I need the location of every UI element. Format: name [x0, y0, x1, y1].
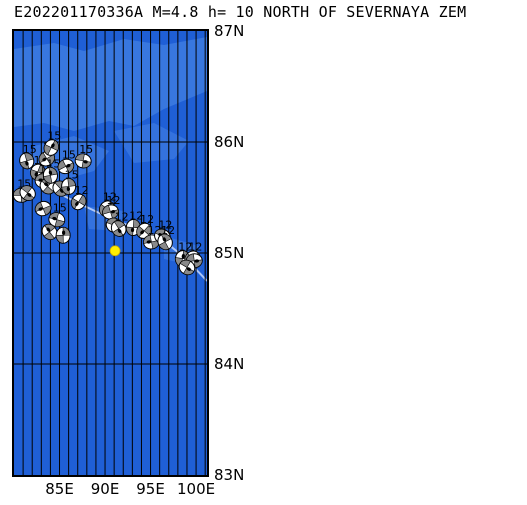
focal-mechanism[interactable]	[61, 177, 77, 195]
latitude-label: 85N	[214, 244, 245, 262]
mechanism-label: 12	[103, 191, 117, 204]
longitude-label: 90E	[90, 480, 120, 498]
latitude-label: 84N	[214, 355, 245, 373]
mechanism-label: 15	[46, 157, 60, 170]
focal-mechanism[interactable]	[42, 166, 59, 184]
map-panel[interactable]: 1515151515151515151515121512121212121212…	[12, 29, 209, 477]
epicenter-marker[interactable]	[109, 245, 121, 257]
focal-mechanism[interactable]	[108, 218, 128, 239]
focal-mechanism[interactable]	[69, 191, 89, 212]
mechanism-label: 15	[53, 202, 67, 215]
focal-mechanism[interactable]	[101, 203, 120, 221]
focal-mechanism[interactable]	[47, 211, 66, 229]
mechanism-label: 12	[75, 184, 89, 197]
land-shape	[14, 37, 207, 131]
mechanism-label: 12	[161, 224, 175, 237]
mechanism-label: 15	[65, 168, 79, 181]
mechanism-label: 12	[129, 209, 143, 222]
latitude-label: 87N	[214, 22, 245, 40]
mechanism-label: 12	[140, 213, 154, 226]
longitude-label: 85E	[45, 480, 74, 498]
mechanism-label: 12	[107, 194, 121, 207]
focal-mechanism[interactable]	[74, 153, 92, 170]
epicenter-layer	[109, 245, 121, 257]
focal-mechanism[interactable]	[39, 221, 60, 242]
focal-mechanisms: 1515151515151515151515121512121212121212…	[14, 130, 203, 277]
focal-mechanism[interactable]	[42, 137, 62, 158]
latitude-label: 86N	[214, 133, 245, 151]
mechanism-label: 12	[158, 218, 172, 231]
focal-mechanism[interactable]	[55, 226, 71, 244]
focal-mechanism[interactable]	[56, 157, 77, 177]
mechanism-label: 12	[178, 241, 192, 254]
map-canvas[interactable]: 1515151515151515151515121512121212121212…	[14, 31, 207, 475]
mechanism-label: 15	[62, 148, 76, 161]
longitude-label: 100E	[177, 480, 216, 498]
mechanism-label: 12	[188, 241, 202, 254]
mechanism-label: 15	[47, 130, 61, 143]
focal-mechanism[interactable]	[155, 232, 175, 253]
longitude-label: 95E	[136, 480, 165, 498]
map-title: E202201170336A M=4.8 h= 10 NORTH OF SEVE…	[14, 3, 467, 21]
latitude-label: 83N	[214, 466, 245, 484]
mechanism-label: 12	[115, 211, 129, 224]
focal-mechanism[interactable]	[33, 199, 53, 218]
focal-mechanism[interactable]	[18, 151, 36, 170]
mechanism-label: 15	[79, 143, 93, 156]
mechanism-label: 15	[23, 143, 37, 156]
focal-mechanism[interactable]	[134, 220, 155, 241]
focal-mechanism[interactable]	[17, 183, 38, 204]
focal-mechanism[interactable]	[177, 257, 198, 277]
